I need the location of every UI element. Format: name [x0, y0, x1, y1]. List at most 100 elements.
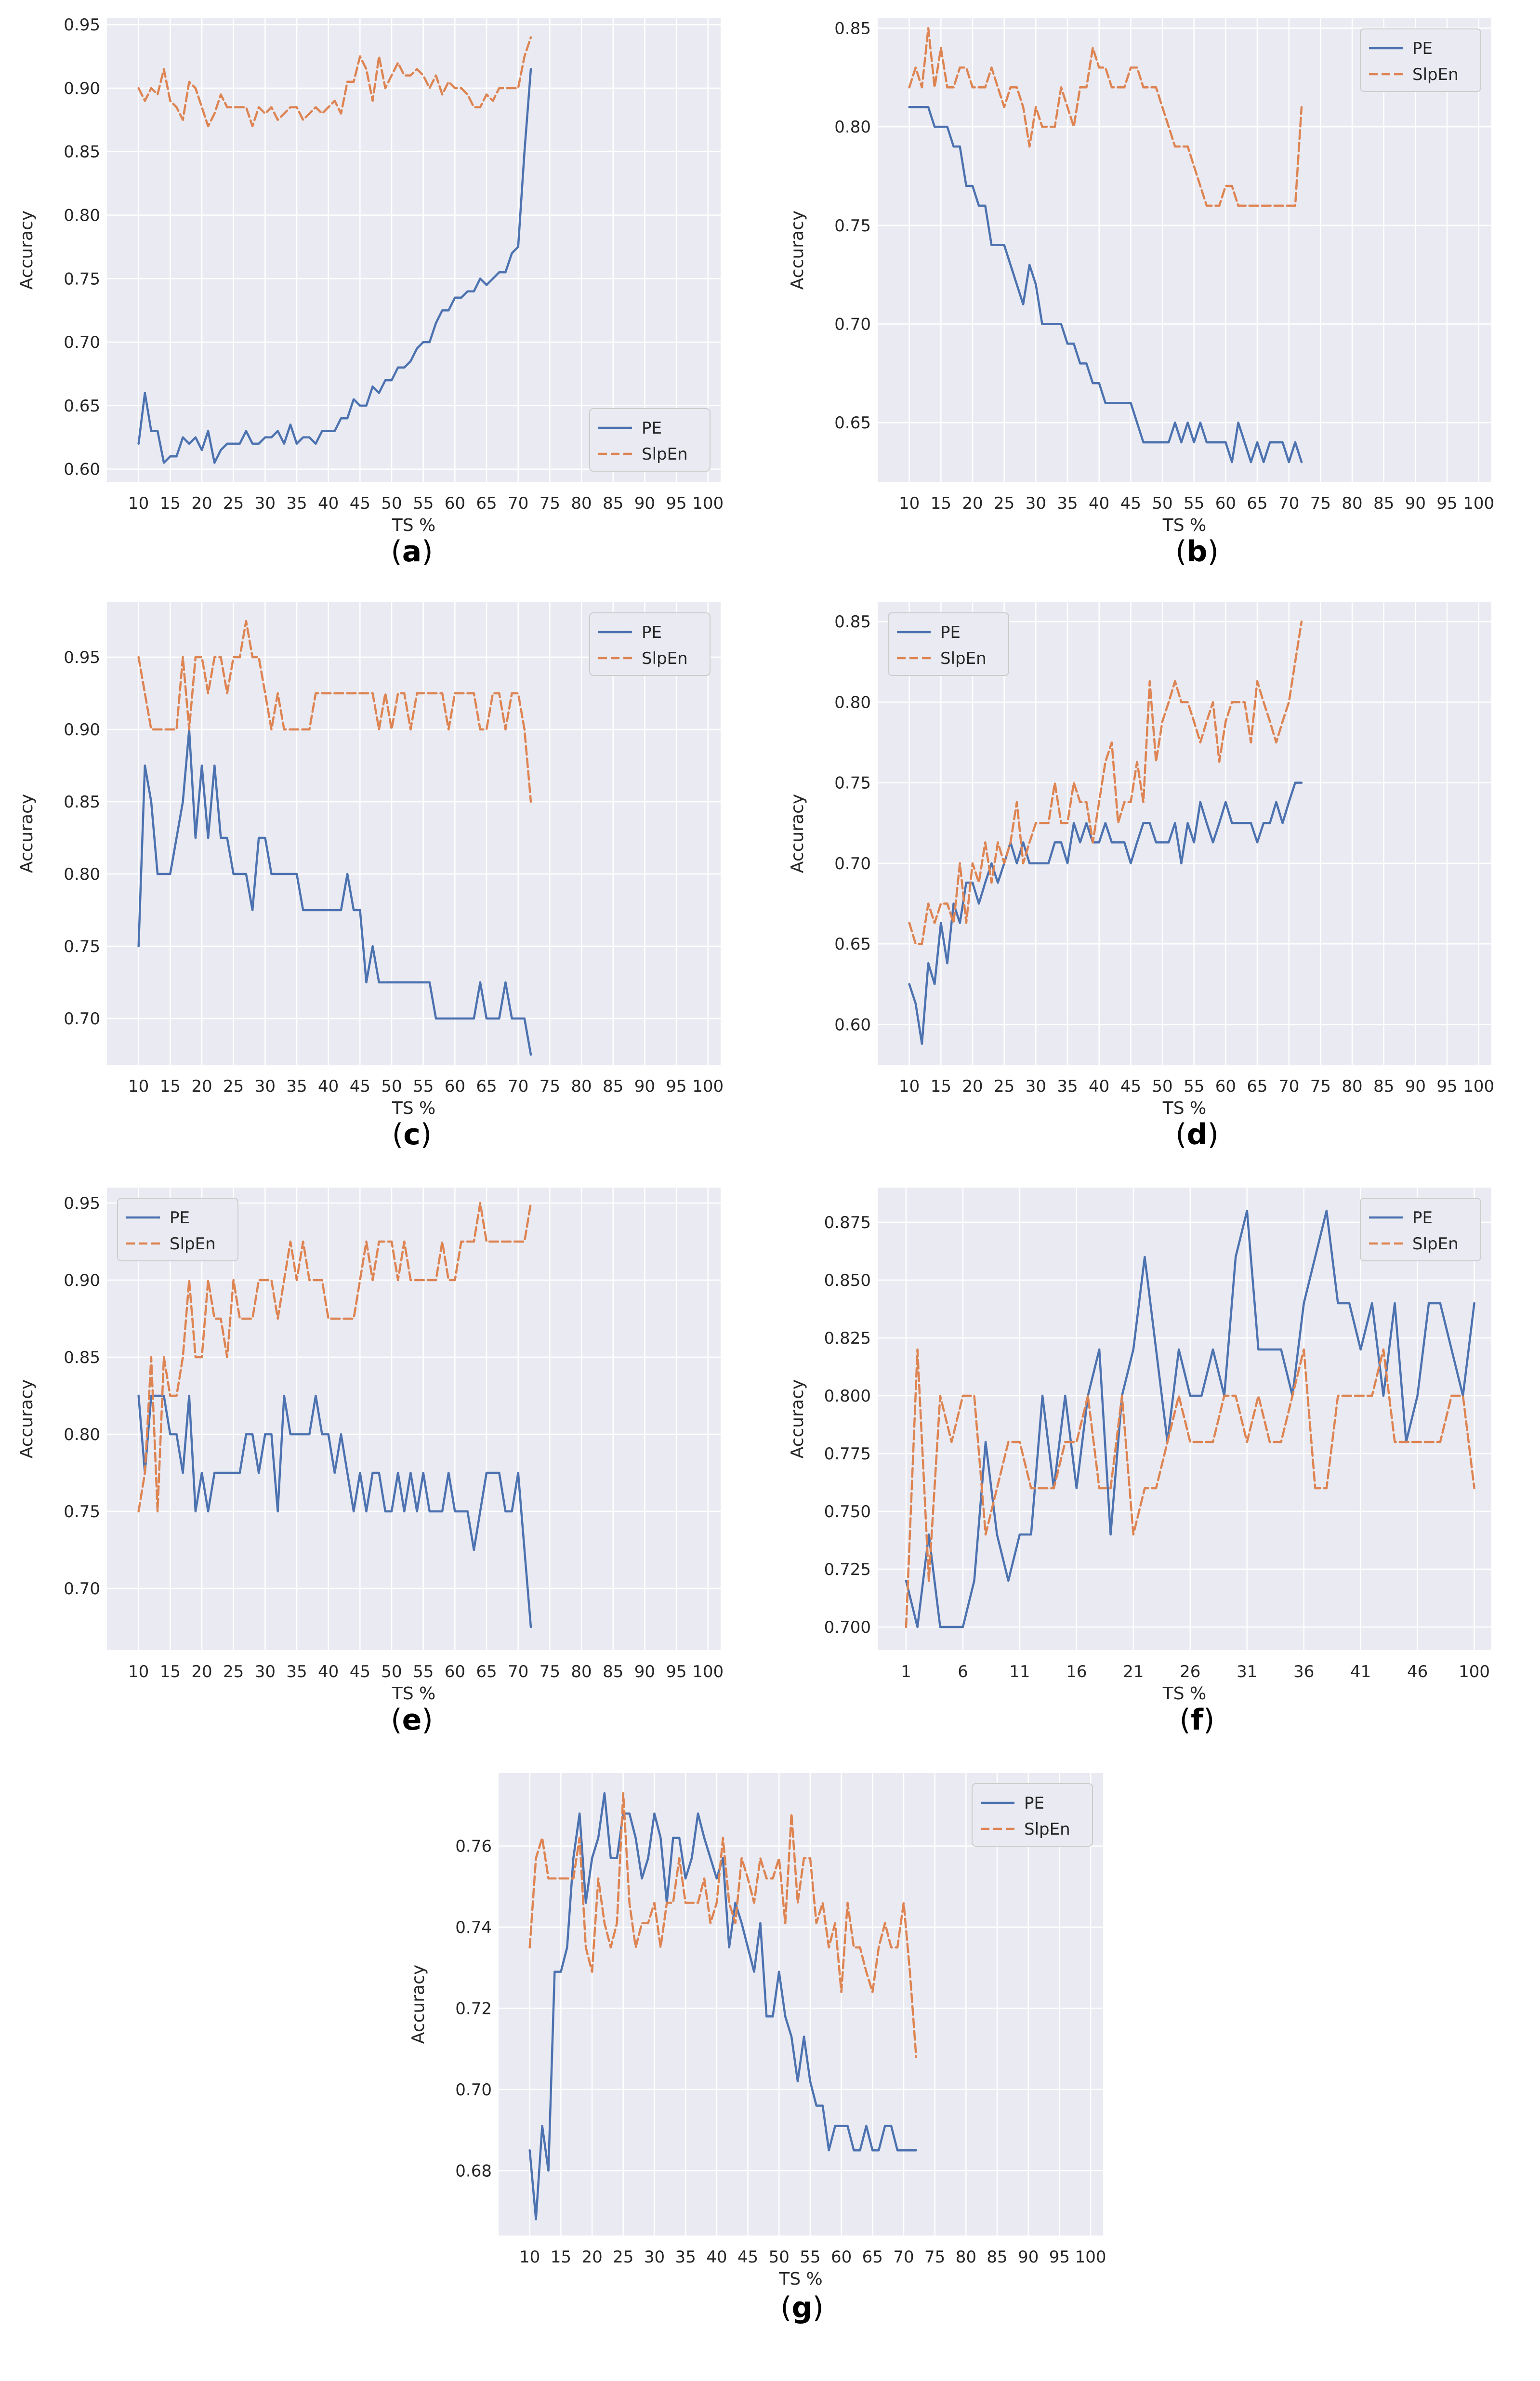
- x-tick-label-e: 60: [445, 1662, 465, 1681]
- x-tick-label-f: 11: [1009, 1662, 1030, 1681]
- x-tick-label-g: 25: [613, 2248, 633, 2267]
- legend-box-a: [589, 408, 711, 472]
- y-tick-label-f: 0.825: [824, 1329, 871, 1348]
- x-axis-label-e: TS %: [392, 1684, 436, 1704]
- x-tick-label-e: 25: [223, 1662, 244, 1681]
- x-tick-label-b: 80: [1342, 494, 1362, 513]
- y-tick-label-f: 0.775: [824, 1444, 871, 1464]
- x-tick-label-g: 45: [737, 2248, 758, 2267]
- x-tick-label-g: 80: [956, 2248, 976, 2267]
- x-tick-label-g: 100: [1075, 2248, 1106, 2267]
- y-tick-label-d: 0.75: [834, 774, 871, 793]
- x-axis-label-b: TS %: [1162, 516, 1207, 535]
- series-slpen-line-e: [137, 1202, 532, 1513]
- x-tick-label-a: 35: [286, 494, 307, 513]
- series-pe-line-c: [137, 728, 532, 1056]
- x-tick-label-d: 90: [1405, 1077, 1426, 1096]
- x-tick-label-b: 65: [1247, 494, 1267, 513]
- y-tick-label-f: 0.750: [824, 1502, 871, 1521]
- y-axis-label-b: Accuracy: [788, 211, 807, 290]
- x-tick-label-b: 60: [1215, 494, 1236, 513]
- x-tick-label-f: 36: [1293, 1662, 1314, 1681]
- x-tick-label-a: 40: [318, 494, 339, 513]
- x-tick-label-c: 100: [692, 1077, 724, 1096]
- y-tick-label-e: 0.75: [64, 1502, 100, 1521]
- x-tick-label-e: 95: [666, 1662, 686, 1681]
- y-tick-label-d: 0.85: [834, 612, 871, 632]
- series-slpen-line-f: [905, 1348, 1475, 1628]
- series-pe-line-a: [137, 68, 532, 464]
- legend-label-pe-g: PE: [1024, 1794, 1044, 1813]
- chart-d: 10 15 20 25 30 35 40 45 50 55 60 65 70 75 80 85 90 95 100 0…: [788, 602, 1494, 1151]
- x-tick-label-d: 55: [1184, 1077, 1204, 1096]
- x-tick-label-c: 65: [476, 1077, 497, 1096]
- y-tick-label-e: 0.70: [64, 1579, 100, 1599]
- x-tick-label-d: 100: [1463, 1077, 1494, 1096]
- x-tick-label-g: 85: [987, 2248, 1007, 2267]
- chart-e: 10 15 20 25 30 35 40 45 50 55 60 65 70 75 80 85 90 95 100 0…: [17, 1188, 724, 1737]
- legend-b: PE SlpEn: [1360, 28, 1481, 92]
- x-tick-label-a: 70: [508, 494, 528, 513]
- x-tick-label-d: 10: [899, 1077, 920, 1096]
- y-tick-label-e: 0.90: [64, 1271, 100, 1290]
- x-tick-label-a: 25: [223, 494, 244, 513]
- caption-g: (g): [780, 2291, 824, 2325]
- series-slpen-line-d: [908, 620, 1303, 945]
- x-tick-label-c: 50: [381, 1077, 402, 1096]
- legend-d: PE SlpEn: [888, 612, 1009, 676]
- x-tick-label-b: 10: [899, 494, 920, 513]
- caption-d: (d): [1175, 1118, 1219, 1151]
- x-tick-label-d: 20: [962, 1077, 983, 1096]
- y-tick-label-g: 0.68: [455, 2161, 492, 2181]
- x-tick-label-c: 10: [128, 1077, 149, 1096]
- x-tick-label-g: 70: [893, 2248, 914, 2267]
- legend-box-c: [589, 612, 711, 676]
- y-tick-label-a: 0.80: [64, 206, 100, 225]
- plot-area-e: [107, 1188, 721, 1650]
- plot-area-b: [878, 18, 1491, 482]
- x-tick-label-b: 45: [1120, 494, 1141, 513]
- x-tick-label-c: 55: [413, 1077, 434, 1096]
- series-pe-line-f: [905, 1209, 1475, 1628]
- x-tick-label-a: 45: [350, 494, 370, 513]
- x-tick-label-d: 60: [1215, 1077, 1236, 1096]
- plot-area-d: [878, 602, 1491, 1065]
- x-axis-label-c: TS %: [392, 1098, 436, 1118]
- x-tick-label-e: 100: [692, 1662, 724, 1681]
- x-tick-label-e: 80: [571, 1662, 592, 1681]
- y-tick-label-a: 0.95: [64, 15, 100, 35]
- caption-e: (e): [391, 1703, 433, 1737]
- x-tick-label-f: 16: [1066, 1662, 1087, 1681]
- x-tick-label-a: 50: [381, 494, 402, 513]
- legend-c: PE SlpEn: [589, 612, 711, 676]
- x-tick-label-d: 95: [1436, 1077, 1457, 1096]
- x-tick-label-e: 40: [318, 1662, 339, 1681]
- x-tick-label-b: 70: [1278, 494, 1299, 513]
- x-tick-label-b: 20: [962, 494, 983, 513]
- y-tick-label-f: 0.725: [824, 1560, 871, 1579]
- y-tick-label-g: 0.76: [455, 1837, 492, 1856]
- y-tick-label-a: 0.70: [64, 333, 100, 352]
- caption-a: (a): [391, 535, 433, 569]
- plot-area-g: [499, 1773, 1103, 2235]
- y-tick-label-c: 0.85: [64, 793, 100, 812]
- y-tick-label-c: 0.90: [64, 720, 100, 740]
- series-pe-line-d: [908, 781, 1303, 1045]
- y-tick-label-g: 0.72: [455, 1999, 492, 2018]
- x-tick-label-d: 25: [994, 1077, 1014, 1096]
- x-tick-label-c: 20: [191, 1077, 212, 1096]
- series-pe-line-b: [908, 106, 1303, 463]
- x-tick-label-a: 15: [160, 494, 181, 513]
- x-tick-label-e: 90: [634, 1662, 655, 1681]
- x-tick-label-a: 100: [692, 494, 724, 513]
- series-slpen-line-c: [137, 620, 532, 803]
- legend-a: PE SlpEn: [589, 408, 711, 472]
- legend-box-b: [1360, 28, 1481, 92]
- x-tick-label-f: 41: [1350, 1662, 1371, 1681]
- legend-label-slpen-c: SlpEn: [642, 649, 688, 668]
- x-tick-label-a: 80: [571, 494, 592, 513]
- x-tick-label-b: 75: [1310, 494, 1331, 513]
- x-tick-label-c: 15: [160, 1077, 181, 1096]
- x-tick-label-g: 15: [551, 2248, 571, 2267]
